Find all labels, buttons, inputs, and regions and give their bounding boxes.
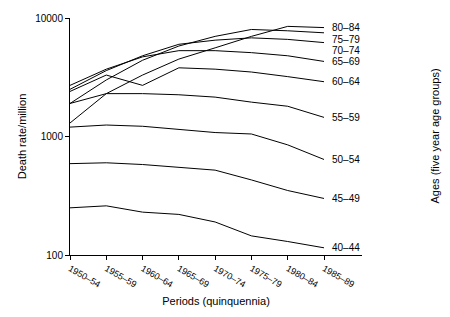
- svg-text:60–64: 60–64: [332, 76, 360, 87]
- svg-text:100: 100: [46, 250, 63, 261]
- svg-text:1975–79: 1975–79: [248, 263, 283, 289]
- svg-text:1000: 1000: [41, 131, 64, 142]
- svg-text:75–79: 75–79: [332, 34, 360, 45]
- svg-text:10000: 10000: [35, 13, 63, 24]
- svg-text:1960–64: 1960–64: [139, 263, 174, 289]
- svg-text:70–74: 70–74: [332, 45, 360, 56]
- svg-text:55–59: 55–59: [332, 112, 360, 123]
- svg-text:80–84: 80–84: [332, 22, 360, 33]
- svg-text:Ages (five year age groups): Ages (five year age groups): [429, 68, 441, 203]
- svg-text:Death rate/million: Death rate/million: [16, 94, 28, 180]
- svg-text:Periods (quinquennia): Periods (quinquennia): [162, 295, 270, 307]
- svg-text:65–69: 65–69: [332, 56, 360, 67]
- svg-text:40–44: 40–44: [332, 242, 360, 253]
- svg-text:1985–89: 1985–89: [321, 263, 356, 289]
- svg-text:1980–84: 1980–84: [284, 263, 319, 289]
- svg-text:1965–69: 1965–69: [176, 263, 211, 289]
- svg-text:1950–54: 1950–54: [67, 263, 102, 289]
- svg-text:1955–59: 1955–59: [103, 263, 138, 289]
- svg-text:1970–74: 1970–74: [212, 263, 247, 289]
- svg-text:50–54: 50–54: [332, 154, 360, 165]
- svg-text:45–49: 45–49: [332, 193, 360, 204]
